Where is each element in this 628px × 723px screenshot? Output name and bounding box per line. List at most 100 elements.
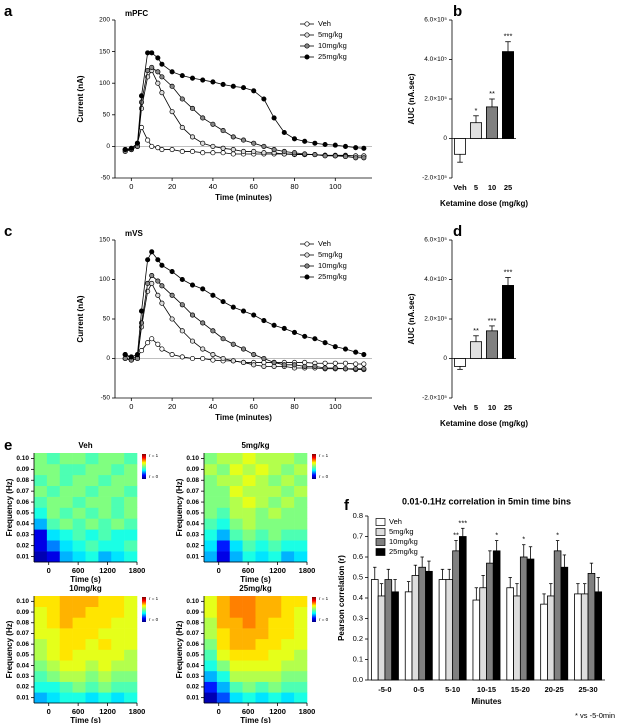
bar [580, 593, 589, 681]
x-tick-label: 20 [168, 182, 176, 191]
bar [418, 566, 426, 681]
heatmap-cell [281, 485, 295, 497]
y-tick-label: -2.0×10⁵ [422, 395, 447, 402]
significance-label: ** [473, 326, 479, 335]
y-tick-label: 0.05 [16, 652, 29, 659]
heatmap-cell [281, 496, 295, 508]
colorbar [312, 454, 316, 479]
data-point [261, 150, 267, 156]
bar [452, 550, 460, 681]
bar [459, 536, 467, 681]
heatmap-cell [34, 453, 48, 465]
heatmap-cell [294, 485, 308, 497]
colorbar-label: r = 1 [319, 596, 329, 601]
heatmap-cell [281, 529, 295, 541]
heatmap-cell [294, 453, 308, 465]
x-tick-label: 5 [474, 403, 478, 412]
data-point [200, 320, 206, 326]
data-point [230, 358, 236, 364]
heatmap-cell [124, 681, 138, 693]
data-point [332, 344, 338, 350]
heatmap-cell [294, 463, 308, 476]
heatmap-cell [294, 692, 308, 704]
data-point [312, 140, 318, 146]
heatmap-cell [111, 617, 125, 629]
data-point [155, 145, 161, 151]
heatmap-cell [124, 596, 138, 607]
data-point [189, 148, 196, 155]
heatmap-cell [124, 507, 138, 519]
heatmap-cell [46, 649, 61, 661]
data-point [169, 147, 175, 153]
y-tick-label: 0.7 [353, 531, 363, 540]
heatmap-cell [281, 649, 295, 661]
heatmap-cell [281, 453, 295, 465]
heatmap-cell [268, 692, 282, 704]
data-point [169, 83, 175, 89]
heatmap-cell [85, 529, 99, 541]
y-tick-label: 0.03 [16, 673, 29, 680]
heatmap-cell [255, 529, 269, 541]
x-tick-label: 80 [290, 402, 298, 411]
heatmap-cell [111, 540, 125, 552]
data-point [271, 115, 277, 121]
bar [411, 575, 420, 681]
data-point [361, 351, 367, 358]
chart-title: mPFC [125, 9, 148, 18]
x-tick-label: 0 [217, 566, 221, 575]
heatmap-cell [46, 660, 61, 672]
heatmap-cell [204, 507, 218, 519]
heatmap-cell [85, 463, 99, 476]
y-tick-label: 0.10 [16, 455, 29, 462]
heatmap-cell [281, 681, 295, 693]
legend-marker [304, 43, 310, 49]
data-point [138, 99, 145, 105]
data-point [332, 365, 338, 371]
heatmap-cell [204, 518, 218, 530]
heatmap-cell [124, 660, 138, 672]
data-point [220, 150, 226, 156]
data-point [220, 336, 226, 342]
data-point [353, 155, 359, 161]
heatmap-cell [98, 540, 112, 552]
significance-label: ** [489, 89, 495, 98]
heatmap-cell [204, 606, 218, 618]
y-tick-label: 0.08 [186, 477, 199, 484]
heatmap-cell [242, 681, 256, 693]
data-point [261, 363, 267, 369]
y-tick-label: 0.10 [16, 598, 29, 605]
y-tick-label: -50 [101, 175, 111, 182]
y-tick-label: 50 [103, 112, 111, 119]
heatmap-cell [46, 617, 61, 629]
data-point [353, 361, 359, 367]
heatmap-cell [229, 496, 243, 508]
data-point [179, 276, 185, 283]
heatmap-cell [281, 540, 295, 552]
y-tick-label: 0.6 [353, 552, 363, 561]
x-tick-label: 600 [242, 566, 255, 575]
heatmap-cell [85, 649, 99, 661]
heatmap-cell [255, 485, 269, 497]
heatmap-cell [242, 606, 256, 618]
heatmap-cell [216, 507, 231, 519]
heatmap-cell [72, 551, 86, 563]
heatmap-cell [216, 617, 231, 629]
heatmap-cell [46, 628, 61, 640]
y-tick-label: 0.8 [353, 511, 363, 520]
heatmap-cell [216, 518, 231, 530]
y-tick-label: 0.0 [353, 675, 363, 684]
data-point [240, 85, 247, 91]
heatmap-cell [59, 485, 73, 497]
heatmap-cell [294, 638, 308, 650]
y-axis-label: Frequency (Hz) [5, 478, 14, 536]
heatmap-cell [204, 463, 218, 476]
heatmap-cell [98, 638, 112, 650]
data-point [322, 360, 328, 366]
bar [472, 599, 481, 681]
heatmap-cell [98, 496, 112, 508]
data-point [210, 79, 216, 85]
heatmap-cell [59, 507, 73, 519]
heatmap-cell [85, 496, 99, 508]
bar [485, 106, 498, 139]
heatmap-cell [281, 507, 295, 519]
